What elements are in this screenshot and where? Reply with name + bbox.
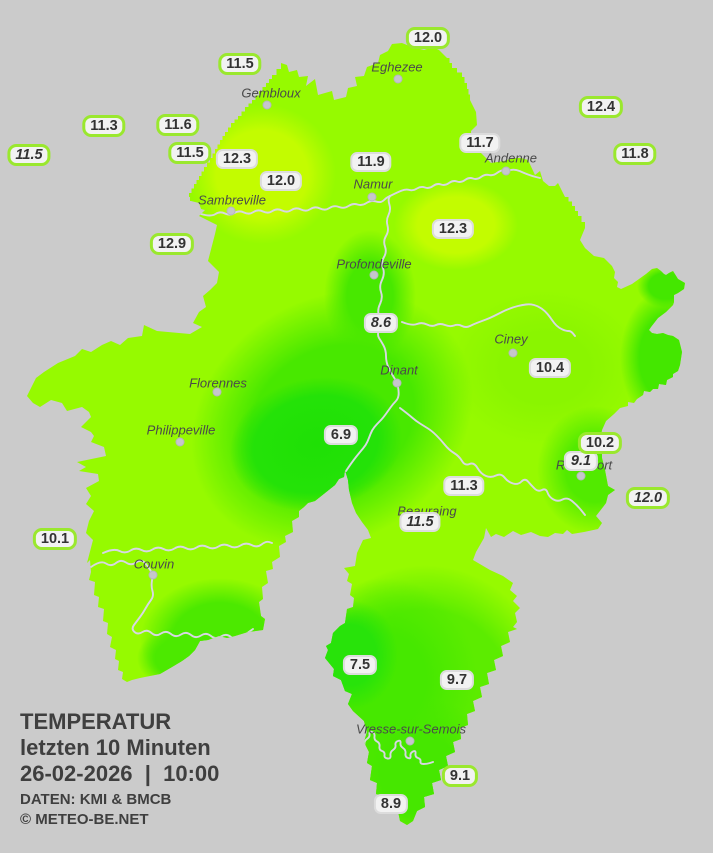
svg-text:Dinant: Dinant xyxy=(380,363,419,378)
svg-text:Andenne: Andenne xyxy=(484,151,537,166)
svg-text:Eghezee: Eghezee xyxy=(371,60,422,75)
svg-text:Sambreville: Sambreville xyxy=(198,193,266,208)
svg-text:Ciney: Ciney xyxy=(494,332,529,347)
svg-text:Gembloux: Gembloux xyxy=(241,86,301,101)
svg-text:Namur: Namur xyxy=(353,177,393,192)
svg-text:Couvin: Couvin xyxy=(134,557,174,572)
svg-text:Philippeville: Philippeville xyxy=(147,423,216,438)
svg-text:Vresse-sur-Semois: Vresse-sur-Semois xyxy=(356,722,467,737)
svg-text:Florennes: Florennes xyxy=(189,376,247,391)
svg-text:Profondeville: Profondeville xyxy=(336,257,411,272)
